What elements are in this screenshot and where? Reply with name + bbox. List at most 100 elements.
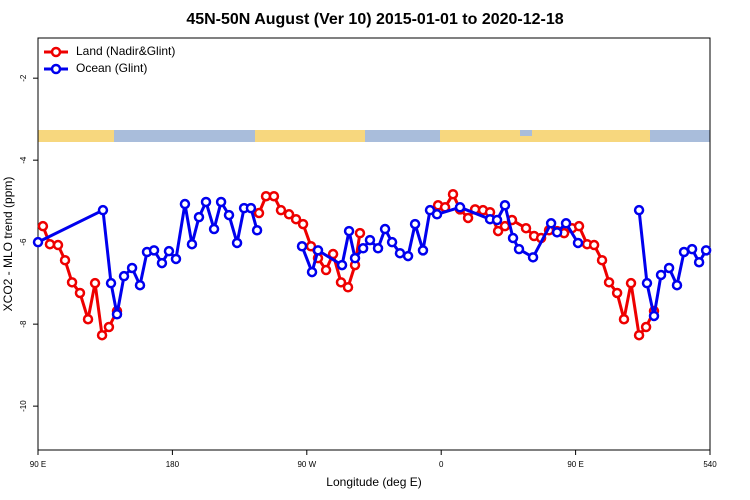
data-point: [572, 237, 584, 249]
data-point: [499, 220, 511, 232]
x-tick-label: 180: [166, 460, 180, 469]
data-point: [342, 281, 354, 293]
data-point: [372, 243, 384, 254]
data-point: [417, 245, 429, 256]
data-point: [156, 257, 168, 269]
y-axis-label: XCO2 - MLO trend (ppm): [1, 177, 15, 312]
data-point: [89, 277, 101, 289]
land-strip: [38, 130, 114, 142]
y-tick-label: -2: [19, 74, 28, 82]
data-point: [251, 225, 263, 236]
data-point: [573, 220, 585, 232]
data-point: [335, 277, 347, 288]
data-point: [492, 225, 504, 237]
land-strip: [255, 130, 365, 142]
legend-label: Ocean (Glint): [76, 61, 147, 75]
data-point: [364, 234, 376, 246]
legend-marker: [50, 46, 62, 58]
data-point: [268, 190, 280, 202]
land-strip: [440, 130, 650, 142]
data-point: [231, 237, 243, 249]
data-point: [59, 254, 71, 266]
data-point: [97, 204, 109, 216]
data-point: [52, 239, 64, 251]
data-point: [82, 313, 94, 325]
data-point: [193, 211, 205, 223]
data-point: [134, 279, 146, 291]
legend-label: Land (Nadir&Glint): [76, 44, 175, 58]
data-point: [336, 259, 348, 271]
data-point: [96, 329, 108, 341]
data-point: [678, 246, 690, 258]
data-point: [648, 310, 660, 322]
data-point: [507, 232, 519, 244]
data-point: [283, 209, 295, 220]
data-point: [215, 196, 227, 208]
data-point: [625, 277, 637, 289]
data-point: [551, 227, 563, 238]
data-point: [394, 247, 406, 259]
data-point: [32, 236, 44, 248]
y-tick-label: -10: [19, 400, 28, 412]
data-point: [163, 245, 175, 257]
data-point: [520, 222, 532, 234]
y-tick-label: -4: [19, 156, 28, 164]
data-point: [633, 329, 645, 341]
data-point: [297, 218, 309, 230]
x-tick-label: 90 E: [567, 460, 583, 469]
data-point: [74, 287, 86, 299]
legend-marker: [50, 63, 62, 75]
data-point: [700, 245, 712, 256]
data-point: [126, 262, 138, 274]
data-point: [275, 204, 287, 216]
data-point: [686, 243, 698, 255]
data-point: [200, 196, 212, 208]
data-point: [223, 209, 235, 221]
x-axis-label: Longitude (deg E): [326, 475, 421, 489]
data-point: [640, 321, 652, 333]
data-point: [44, 238, 56, 250]
data-point: [357, 243, 369, 254]
data-point: [349, 252, 361, 264]
data-point: [655, 269, 667, 281]
data-point: [386, 236, 398, 248]
data-point: [671, 279, 683, 291]
data-point: [402, 250, 414, 262]
chart-title: 45N-50N August (Ver 10) 2015-01-01 to 20…: [186, 11, 563, 28]
data-point: [513, 243, 525, 255]
data-point: [253, 207, 265, 219]
data-point: [379, 223, 391, 235]
ocean-strip: [520, 130, 532, 136]
y-tick-label: -6: [19, 238, 28, 246]
data-point: [447, 188, 459, 200]
map-strip: [38, 130, 710, 142]
data-point: [618, 313, 630, 325]
data-point: [245, 202, 257, 214]
data-point: [527, 252, 539, 263]
data-point: [296, 241, 308, 252]
data-point: [306, 266, 318, 278]
data-point: [641, 277, 653, 289]
data-point: [37, 220, 49, 232]
data-point: [545, 218, 557, 229]
data-point: [663, 262, 675, 274]
data-point: [633, 204, 645, 216]
data-point: [588, 239, 600, 251]
data-point: [560, 218, 572, 229]
x-tick-label: 90 W: [297, 460, 316, 469]
data-point: [312, 245, 324, 256]
data-point: [118, 270, 130, 282]
data-point: [354, 227, 366, 239]
data-point: [208, 223, 220, 235]
data-point: [179, 198, 191, 210]
data-point: [462, 212, 474, 224]
data-point: [409, 218, 421, 230]
data-point: [454, 202, 466, 213]
data-point: [431, 209, 443, 220]
data-point: [499, 200, 511, 211]
data-point: [491, 214, 503, 226]
data-point: [105, 277, 117, 289]
data-point: [343, 225, 355, 237]
